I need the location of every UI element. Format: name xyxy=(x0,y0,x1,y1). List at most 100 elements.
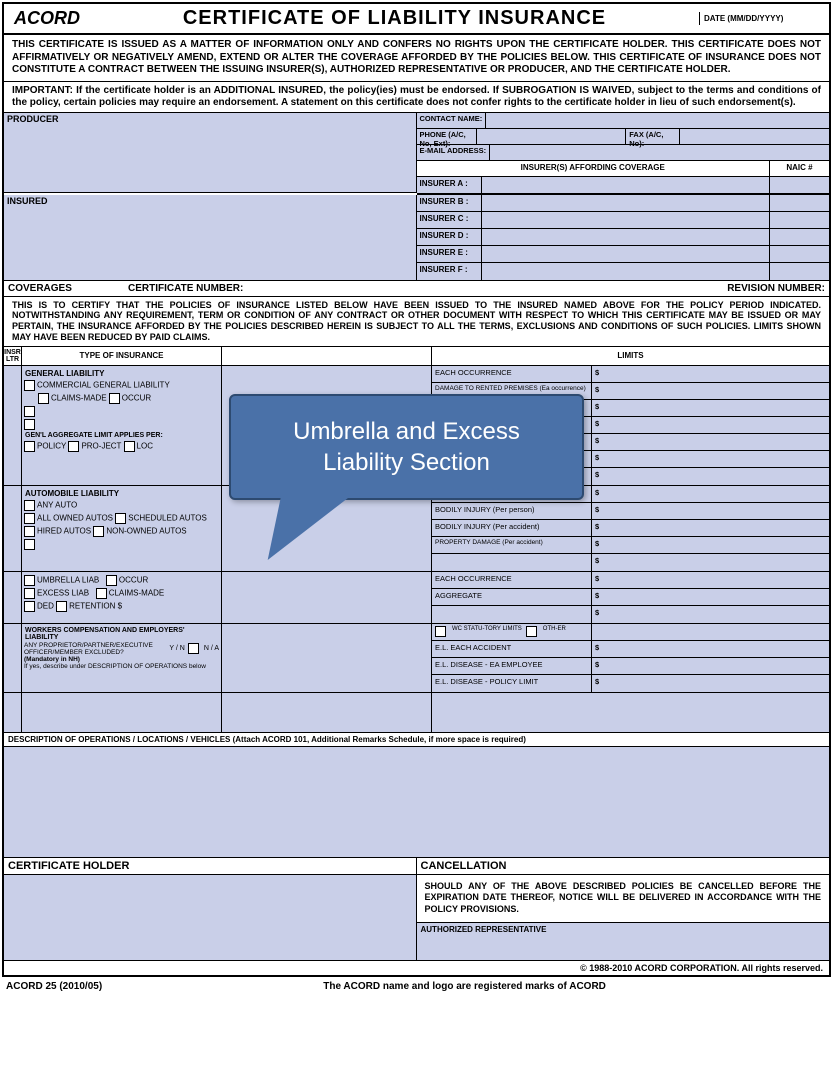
blank-insr[interactable] xyxy=(4,693,22,732)
wc-stat-checkbox[interactable] xyxy=(435,626,446,637)
blank-lim[interactable] xyxy=(432,693,829,732)
gl-val-6[interactable] xyxy=(592,468,829,485)
producer-box[interactable]: PRODUCER xyxy=(4,113,417,193)
gl-val-3[interactable] xyxy=(592,417,829,433)
policy-label: POLICY xyxy=(37,441,66,450)
project-checkbox[interactable] xyxy=(68,441,79,452)
gl-agg-label: GEN'L AGGREGATE LIMIT APPLIES PER: xyxy=(24,431,219,440)
gl-val-5[interactable] xyxy=(592,451,829,467)
wc-val-0[interactable] xyxy=(592,641,829,657)
occur-checkbox[interactable] xyxy=(109,393,120,404)
insurer-c-field[interactable] xyxy=(482,212,770,228)
blank-type[interactable] xyxy=(22,693,222,732)
wc-oth-checkbox[interactable] xyxy=(526,626,537,637)
umb-policy-fields[interactable] xyxy=(222,572,432,623)
gl-val-0[interactable] xyxy=(592,366,829,382)
claims-checkbox[interactable] xyxy=(38,393,49,404)
naic-f[interactable] xyxy=(769,263,829,280)
cgl-checkbox[interactable] xyxy=(24,380,35,391)
auto-val-4[interactable] xyxy=(592,554,829,571)
umb-val-0[interactable] xyxy=(592,572,829,588)
umb-val-1[interactable] xyxy=(592,589,829,605)
gl-insr[interactable] xyxy=(4,366,22,485)
auto-lim-2: BODILY INJURY (Per accident) xyxy=(432,520,592,536)
hired-checkbox[interactable] xyxy=(24,526,35,537)
email-label: E-MAIL ADDRESS: xyxy=(417,145,491,160)
wc-val-1[interactable] xyxy=(592,658,829,674)
insured-box[interactable]: INSURED xyxy=(4,195,417,281)
gl-val-1[interactable] xyxy=(592,383,829,399)
footer: ACORD 25 (2010/05) The ACORD name and lo… xyxy=(0,979,833,994)
excess-checkbox[interactable] xyxy=(24,588,35,599)
gl-blank2-checkbox[interactable] xyxy=(24,419,35,430)
ret-checkbox[interactable] xyxy=(56,601,67,612)
any-auto-checkbox[interactable] xyxy=(24,500,35,511)
naic-e[interactable] xyxy=(769,246,829,262)
loc-checkbox[interactable] xyxy=(124,441,135,452)
nonowned-checkbox[interactable] xyxy=(93,526,104,537)
umbrella-checkbox[interactable] xyxy=(24,575,35,586)
blank-mid[interactable] xyxy=(222,693,432,732)
phone-field[interactable] xyxy=(477,129,626,144)
gl-val-2[interactable] xyxy=(592,400,829,416)
gl-type: GENERAL LIABILITY COMMERCIAL GENERAL LIA… xyxy=(22,366,222,485)
insurer-b-field[interactable] xyxy=(482,195,770,211)
wc-yn-checkbox[interactable] xyxy=(188,643,199,654)
gl-blank1-checkbox[interactable] xyxy=(24,406,35,417)
insurer-e-field[interactable] xyxy=(482,246,770,262)
insurer-a-field[interactable] xyxy=(482,177,770,193)
umb-insr[interactable] xyxy=(4,572,22,623)
sched-checkbox[interactable] xyxy=(115,513,126,524)
naic-c[interactable] xyxy=(769,212,829,228)
description-body[interactable] xyxy=(4,747,829,857)
naic-a[interactable] xyxy=(769,177,829,193)
auth-rep-label: AUTHORIZED REPRESENTATIVE xyxy=(421,925,547,934)
owned-checkbox[interactable] xyxy=(24,513,35,524)
wc-yn-label: Y / N xyxy=(169,645,184,652)
wc-val-2[interactable] xyxy=(592,675,829,692)
insurer-f-field[interactable] xyxy=(482,263,770,280)
gl-val-4[interactable] xyxy=(592,434,829,450)
insured-label: INSURED xyxy=(4,195,416,207)
auto-blank-checkbox[interactable] xyxy=(24,539,35,550)
auto-val-2[interactable] xyxy=(592,520,829,536)
hired-label: HIRED AUTOS xyxy=(37,526,91,535)
umb-lim-2[interactable] xyxy=(432,606,592,623)
umb-limits: EACH OCCURRENCE AGGREGATE xyxy=(432,572,829,623)
auth-rep-box[interactable]: AUTHORIZED REPRESENTATIVE xyxy=(417,922,830,960)
cert-holder-header: CERTIFICATE HOLDER xyxy=(4,858,416,875)
naic-b[interactable] xyxy=(769,195,829,211)
excess-label: EXCESS LIAB xyxy=(37,588,89,597)
insurer-d-field[interactable] xyxy=(482,229,770,245)
policy-checkbox[interactable] xyxy=(24,441,35,452)
insurer-e-label: INSURER E : xyxy=(417,246,482,262)
auto-lim-4[interactable] xyxy=(432,554,592,571)
auto-insr[interactable] xyxy=(4,486,22,571)
wc-insr[interactable] xyxy=(4,624,22,692)
auto-val-0[interactable] xyxy=(592,486,829,502)
email-field[interactable] xyxy=(490,145,829,160)
fax-label: FAX (A/C, No): xyxy=(625,129,680,144)
auto-val-1[interactable] xyxy=(592,503,829,519)
umb-occur-checkbox[interactable] xyxy=(106,575,117,586)
ded-checkbox[interactable] xyxy=(24,601,35,612)
cancellation-text: SHOULD ANY OF THE ABOVE DESCRIBED POLICI… xyxy=(417,875,830,922)
form-number: ACORD 25 (2010/05) xyxy=(6,981,102,992)
umb-val-2[interactable] xyxy=(592,606,829,623)
contact-name-label: CONTACT NAME: xyxy=(417,113,487,128)
umb-type: UMBRELLA LIAB OCCUR EXCESS LIAB CLAIMS-M… xyxy=(22,572,222,623)
limits-header: LIMITS xyxy=(432,347,829,365)
umb-lim-1: AGGREGATE xyxy=(432,589,592,605)
cancellation-col: CANCELLATION SHOULD ANY OF THE ABOVE DES… xyxy=(417,858,830,960)
ded-label: DED xyxy=(37,601,54,610)
fax-field[interactable] xyxy=(680,129,829,144)
wc-lim-2: E.L. DISEASE - POLICY LIMIT xyxy=(432,675,592,692)
naic-d[interactable] xyxy=(769,229,829,245)
umb-claims-checkbox[interactable] xyxy=(96,588,107,599)
auto-val-3[interactable] xyxy=(592,537,829,553)
wc-limits: WC STATU-TORY LIMITSOTH-ER E.L. EACH ACC… xyxy=(432,624,829,692)
date-field[interactable]: DATE (MM/DD/YYYY) xyxy=(699,12,829,25)
cert-holder-body[interactable] xyxy=(4,875,416,960)
wc-policy-fields[interactable] xyxy=(222,624,432,692)
contact-name-field[interactable] xyxy=(486,113,829,128)
